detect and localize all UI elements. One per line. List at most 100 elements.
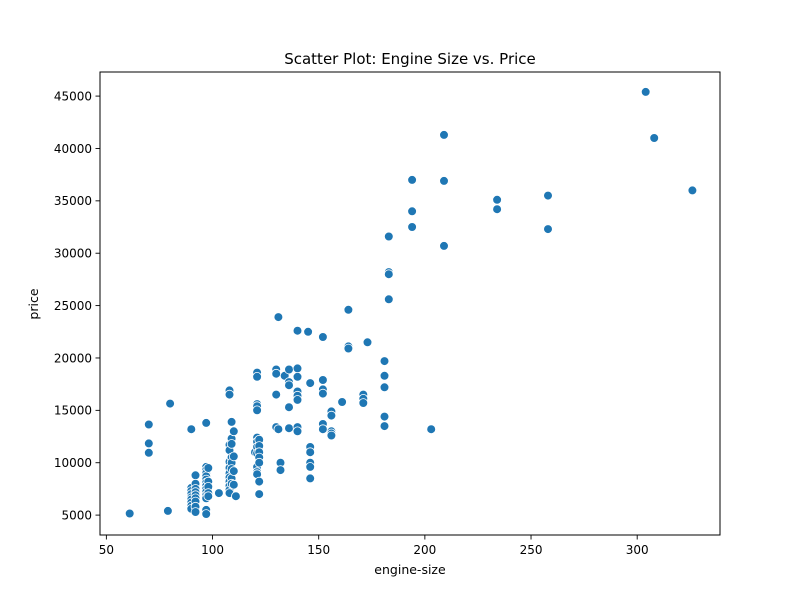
data-point [318,332,328,342]
data-point [383,294,394,305]
data-point [124,508,135,519]
x-tick-label: 150 [307,543,330,557]
data-point [407,206,417,217]
data-point [144,419,154,430]
data-point [186,424,197,435]
data-point [190,470,201,481]
data-point [229,479,239,490]
data-point [379,370,390,381]
data-point [284,380,294,391]
data-point [226,417,237,427]
data-point [292,395,303,405]
data-point [254,476,265,487]
data-point [687,185,698,196]
points-layer [124,87,698,519]
y-tick-label: 5000 [61,508,92,522]
data-point [379,411,390,422]
data-point [271,389,282,400]
x-tick-label: 200 [413,543,436,557]
data-point [305,378,316,388]
y-tick-label: 45000 [54,89,92,103]
y-tick-label: 40000 [54,142,92,156]
chart-title: Scatter Plot: Engine Size vs. Price [284,50,536,68]
data-point [305,473,316,484]
data-point [229,451,239,462]
data-point [229,466,239,476]
data-point [292,363,303,374]
y-axis-label: price [26,288,41,319]
x-axis-label: engine-size [374,562,446,577]
y-axis: 5000 10000 15000 20000 25000 30000 35000 40000 4… [54,89,100,522]
data-point [203,491,214,502]
data-point [407,175,417,185]
data-point [252,405,262,416]
data-point [284,423,294,434]
x-tick-label: 50 [99,543,114,557]
data-point [201,418,212,428]
data-point [362,337,373,348]
data-point [379,421,390,431]
data-point [305,462,316,472]
data-point [292,371,303,382]
data-point [318,388,328,399]
data-point [318,424,328,435]
data-point [254,489,265,499]
y-tick-label: 20000 [54,351,92,365]
y-tick-label: 30000 [54,247,92,261]
data-point [649,133,659,143]
data-point [426,424,437,435]
data-point [439,241,449,251]
data-point [318,375,328,385]
data-point [254,457,265,468]
data-point [303,326,313,337]
x-tick-label: 100 [201,543,224,557]
x-tick-label: 300 [626,543,649,557]
data-point [326,410,337,421]
data-point [337,397,347,407]
data-point [275,465,286,475]
x-axis: 50 100 150 200 250 300 [99,535,649,557]
data-point [343,304,354,315]
data-point [343,343,354,354]
data-point [492,195,502,205]
data-point [326,430,337,441]
data-point [252,371,262,382]
data-point [379,356,390,366]
data-point [144,438,154,449]
y-tick-label: 25000 [54,299,92,313]
data-point [231,491,241,502]
data-point [144,447,154,458]
y-tick-label: 15000 [54,404,92,418]
data-point [379,382,390,393]
plot-frame [99,71,721,536]
data-point [358,398,369,408]
data-point [226,439,237,449]
data-point [305,447,316,458]
data-point [284,364,294,375]
data-point [190,507,201,517]
data-point [224,389,235,400]
data-point [273,424,284,435]
data-point [203,463,214,473]
y-tick-label: 35000 [54,194,92,208]
data-point [640,87,651,97]
data-point [273,312,284,322]
data-point [214,488,224,498]
data-point [271,368,282,379]
x-tick-label: 250 [520,543,543,557]
data-point [439,176,449,186]
data-point [292,325,303,336]
data-point [383,269,394,280]
data-point [163,506,173,516]
data-point [439,130,449,140]
data-point [165,398,175,409]
data-point [407,222,417,232]
data-point [543,190,553,201]
data-point [284,402,294,413]
y-tick-label: 10000 [54,456,92,470]
data-point [201,509,212,519]
data-point [492,204,502,215]
data-point [229,426,239,437]
